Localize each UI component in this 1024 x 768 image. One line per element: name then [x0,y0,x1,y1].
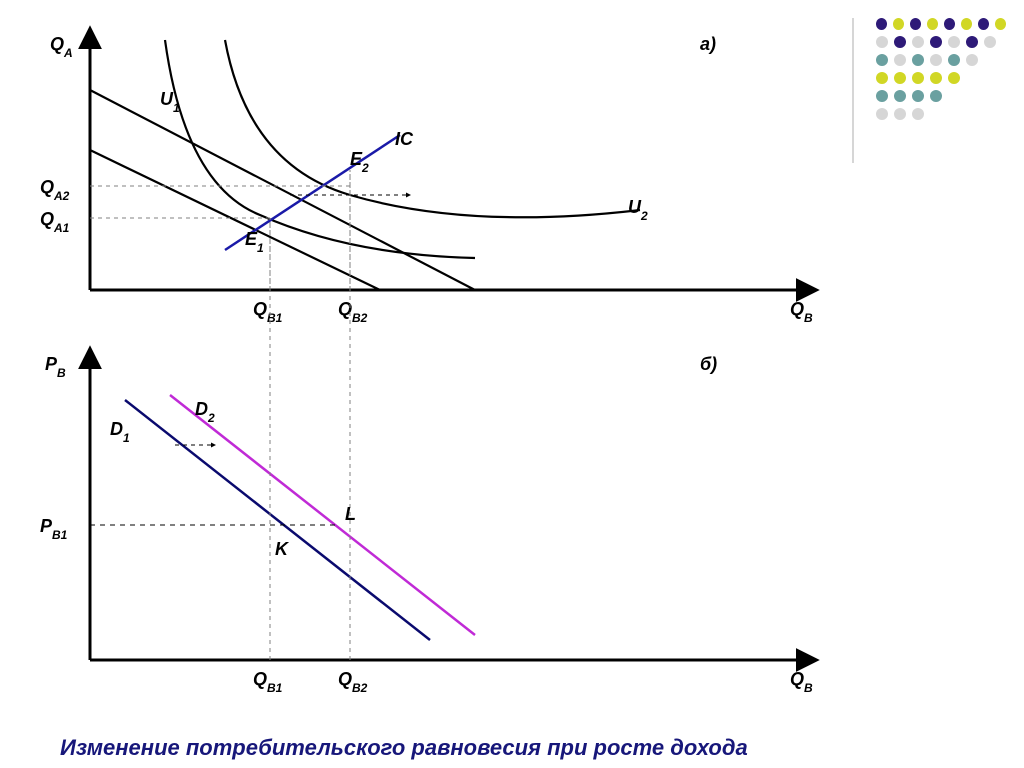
svg-text:QB: QB [790,299,813,325]
svg-text:QB2: QB2 [338,299,368,325]
svg-text:QA1: QA1 [40,209,70,235]
svg-text:а): а) [700,34,716,54]
chart-a: QAQBа)U1U2ICQA1QA2QB1QB2E1E2 [40,30,815,325]
svg-text:QB2: QB2 [338,669,368,695]
svg-text:U2: U2 [628,197,648,223]
svg-text:QB1: QB1 [253,299,283,325]
svg-text:IC: IC [395,129,414,149]
svg-text:PB: PB [45,354,66,380]
svg-text:U1: U1 [160,89,180,115]
svg-text:PB1: PB1 [40,516,68,542]
svg-text:K: K [275,539,290,559]
svg-text:QA2: QA2 [40,177,70,203]
svg-text:E2: E2 [350,149,369,175]
svg-text:QB: QB [790,669,813,695]
svg-text:QA: QA [50,34,73,60]
svg-text:L: L [345,504,356,524]
svg-text:D1: D1 [110,419,130,445]
page: { "canvas":{"w":1024,"h":768,"bg":"#ffff… [0,0,1024,768]
svg-text:QB1: QB1 [253,669,283,695]
svg-text:б): б) [700,354,717,374]
economics-diagram: QAQBа)U1U2ICQA1QA2QB1QB2E1E2 PBQBб)D1D2P… [0,0,1024,768]
caption: Изменение потребительского равновесия пр… [60,735,748,761]
chart-b: PBQBб)D1D2PB1QB1QB2KL [40,170,815,695]
